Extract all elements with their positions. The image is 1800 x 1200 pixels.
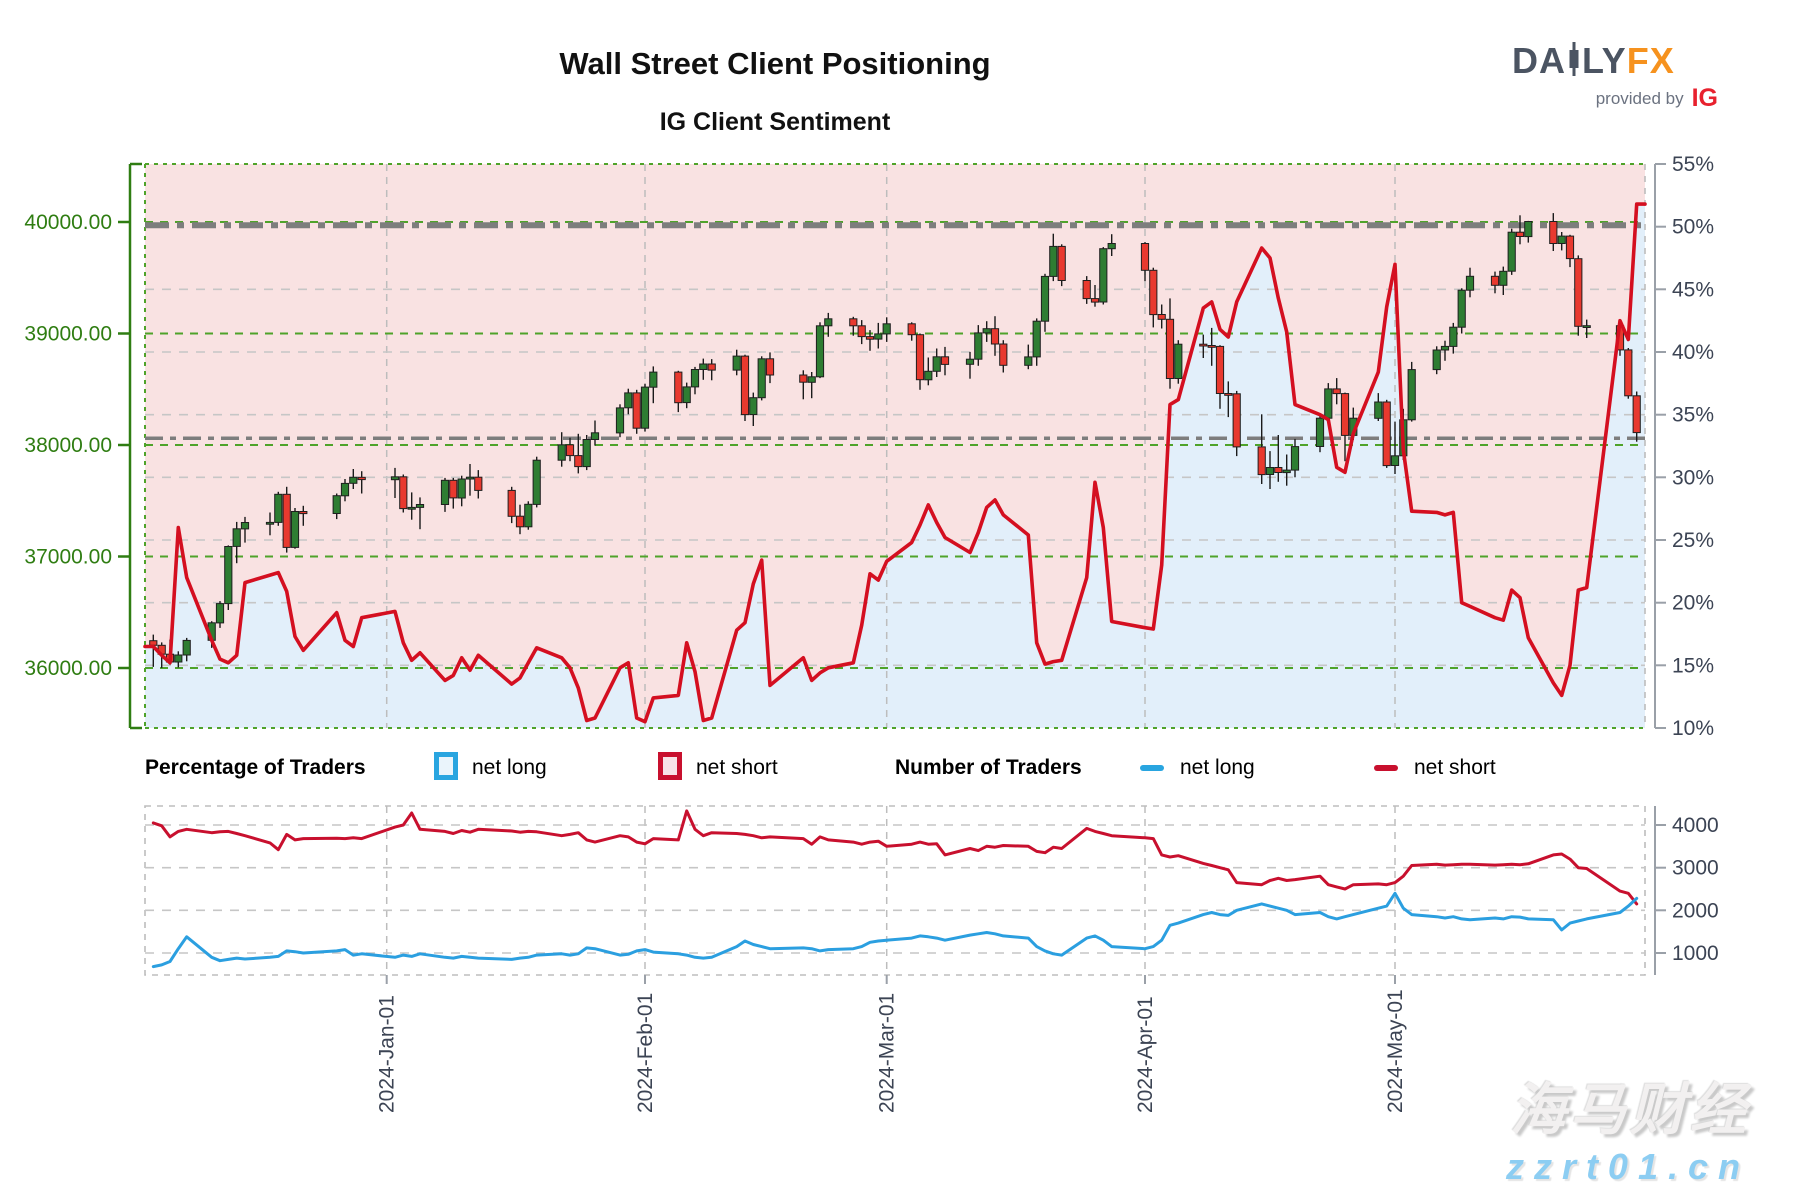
svg-text:1000: 1000 xyxy=(1672,942,1719,965)
svg-text:40%: 40% xyxy=(1672,341,1714,364)
legend-num-net-long-swatch xyxy=(1140,765,1164,771)
dailyfx-logo-row: DA LY FX xyxy=(1512,40,1732,82)
logo-text-fx: FX xyxy=(1626,40,1675,81)
svg-text:38000.00: 38000.00 xyxy=(24,434,112,457)
svg-text:3000: 3000 xyxy=(1672,857,1719,880)
legend-num-net-long-label: net long xyxy=(1180,756,1255,779)
watermark: 海马财经 zzrt01.cn xyxy=(1506,1065,1750,1188)
svg-text:39000.00: 39000.00 xyxy=(24,323,112,346)
chart-subtitle: IG Client Sentiment xyxy=(659,108,891,136)
dailyfx-logo: DA LY FX provided by IG xyxy=(1512,40,1732,113)
legend-pct-net-long-label: net long xyxy=(472,756,547,779)
ig-brand-label: IG xyxy=(1691,84,1718,112)
legend-pct-net-long-swatch xyxy=(434,752,458,780)
svg-text:40000.00: 40000.00 xyxy=(24,211,112,234)
svg-text:15%: 15% xyxy=(1672,654,1714,677)
svg-text:25%: 25% xyxy=(1672,529,1714,552)
legend-percentage-title: Percentage of Traders xyxy=(145,756,366,779)
svg-text:2024-May-01: 2024-May-01 xyxy=(1384,989,1407,1113)
svg-text:50%: 50% xyxy=(1672,216,1714,239)
legend-number-title: Number of Traders xyxy=(895,756,1082,779)
svg-text:2024-Apr-01: 2024-Apr-01 xyxy=(1134,996,1157,1113)
legend-pct-net-short-swatch xyxy=(658,752,682,780)
svg-text:2000: 2000 xyxy=(1672,899,1719,922)
svg-text:4000: 4000 xyxy=(1672,814,1719,837)
watermark-line1: 海马财经 xyxy=(1510,1078,1750,1141)
legend-num-net-short-swatch xyxy=(1374,765,1398,771)
logo-text-ly: LY xyxy=(1582,40,1627,81)
logo-tagline: provided by IG xyxy=(1512,84,1732,113)
svg-text:45%: 45% xyxy=(1672,278,1714,301)
candlestick-icon xyxy=(1568,41,1580,81)
svg-text:36000.00: 36000.00 xyxy=(24,657,112,680)
svg-text:2024-Mar-01: 2024-Mar-01 xyxy=(876,993,899,1113)
svg-text:2024-Jan-01: 2024-Jan-01 xyxy=(376,995,399,1113)
chart-legend: Percentage of Traders net long net short… xyxy=(0,748,1800,792)
svg-text:55%: 55% xyxy=(1672,153,1714,176)
logo-text-da: DA xyxy=(1512,40,1566,81)
provided-by-label: provided by xyxy=(1595,88,1684,108)
svg-text:10%: 10% xyxy=(1672,717,1714,740)
svg-text:37000.00: 37000.00 xyxy=(24,546,112,569)
svg-text:30%: 30% xyxy=(1672,466,1714,489)
watermark-line2: zzrt01.cn xyxy=(1505,1146,1750,1187)
svg-text:20%: 20% xyxy=(1672,592,1714,615)
svg-text:2024-Feb-01: 2024-Feb-01 xyxy=(634,993,657,1113)
page-title: Wall Street Client Positioning xyxy=(559,46,991,81)
legend-num-net-short-label: net short xyxy=(1414,756,1496,779)
svg-text:35%: 35% xyxy=(1672,404,1714,427)
legend-pct-net-short-label: net short xyxy=(696,756,778,779)
